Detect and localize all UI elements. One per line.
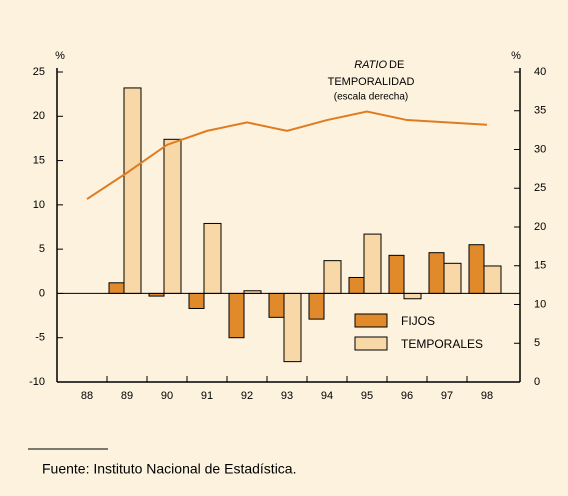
- y-tick-label: 5: [39, 243, 45, 255]
- bar: [163, 138, 182, 294]
- bar: [403, 292, 422, 300]
- legend-swatch: [354, 336, 388, 351]
- annotation: (escala derecha): [334, 92, 408, 103]
- y-tick-label: 15: [33, 154, 45, 166]
- y2-tick-label: 10: [534, 298, 546, 310]
- bar: [428, 252, 445, 294]
- legend-label: TEMPORALES: [401, 337, 483, 351]
- bar: [308, 292, 325, 320]
- x-tick-label: 89: [121, 390, 133, 402]
- bar: [283, 292, 302, 363]
- bar: [188, 292, 205, 309]
- y2-tick-label: 20: [534, 221, 546, 233]
- y-tick-label: -5: [35, 332, 45, 344]
- y2-tick-label: 15: [534, 260, 546, 272]
- x-tick-label: 88: [81, 390, 93, 402]
- y-unit: %: [55, 50, 65, 62]
- x-tick-label: 90: [161, 390, 173, 402]
- bar: [268, 292, 285, 318]
- annotation: TEMPORALIDAD: [328, 76, 415, 88]
- y2-unit: %: [511, 50, 521, 62]
- bar: [323, 260, 342, 294]
- bar: [348, 276, 365, 294]
- y2-tick-label: 5: [534, 337, 540, 349]
- x-tick-label: 92: [241, 390, 253, 402]
- bar: [108, 282, 125, 294]
- y-tick-label: -10: [29, 376, 45, 388]
- x-tick-label: 94: [321, 390, 333, 402]
- x-tick-label: 98: [481, 390, 493, 402]
- y2-tick-label: 30: [534, 143, 546, 155]
- bar: [203, 222, 222, 294]
- legend-label: FIJOS: [401, 314, 435, 328]
- x-tick-label: 96: [401, 390, 413, 402]
- bar: [388, 254, 405, 294]
- bar: [483, 265, 502, 294]
- bar: [468, 244, 485, 294]
- y-tick-label: 20: [33, 110, 45, 122]
- x-tick-label: 97: [441, 390, 453, 402]
- x-tick-label: 91: [201, 390, 213, 402]
- x-tick-label: 93: [281, 390, 293, 402]
- bar: [363, 233, 382, 294]
- source: Fuente: Instituto Nacional de Estadístic…: [42, 461, 296, 477]
- bar: [443, 262, 462, 294]
- bar: [123, 87, 142, 294]
- y-tick-label: 0: [39, 287, 45, 299]
- y-tick-label: 10: [33, 199, 45, 211]
- ratio-line: [86, 110, 488, 200]
- bar: [228, 292, 245, 339]
- y2-tick-label: 0: [534, 376, 540, 388]
- y2-tick-label: 25: [534, 182, 546, 194]
- annotation: RATIO: [354, 59, 387, 71]
- y2-tick-label: 35: [534, 105, 546, 117]
- y-tick-label: 25: [33, 66, 45, 78]
- annotation: DE: [389, 59, 404, 71]
- y2-tick-label: 40: [534, 66, 546, 78]
- x-tick-label: 95: [361, 390, 373, 402]
- legend-swatch: [354, 313, 388, 328]
